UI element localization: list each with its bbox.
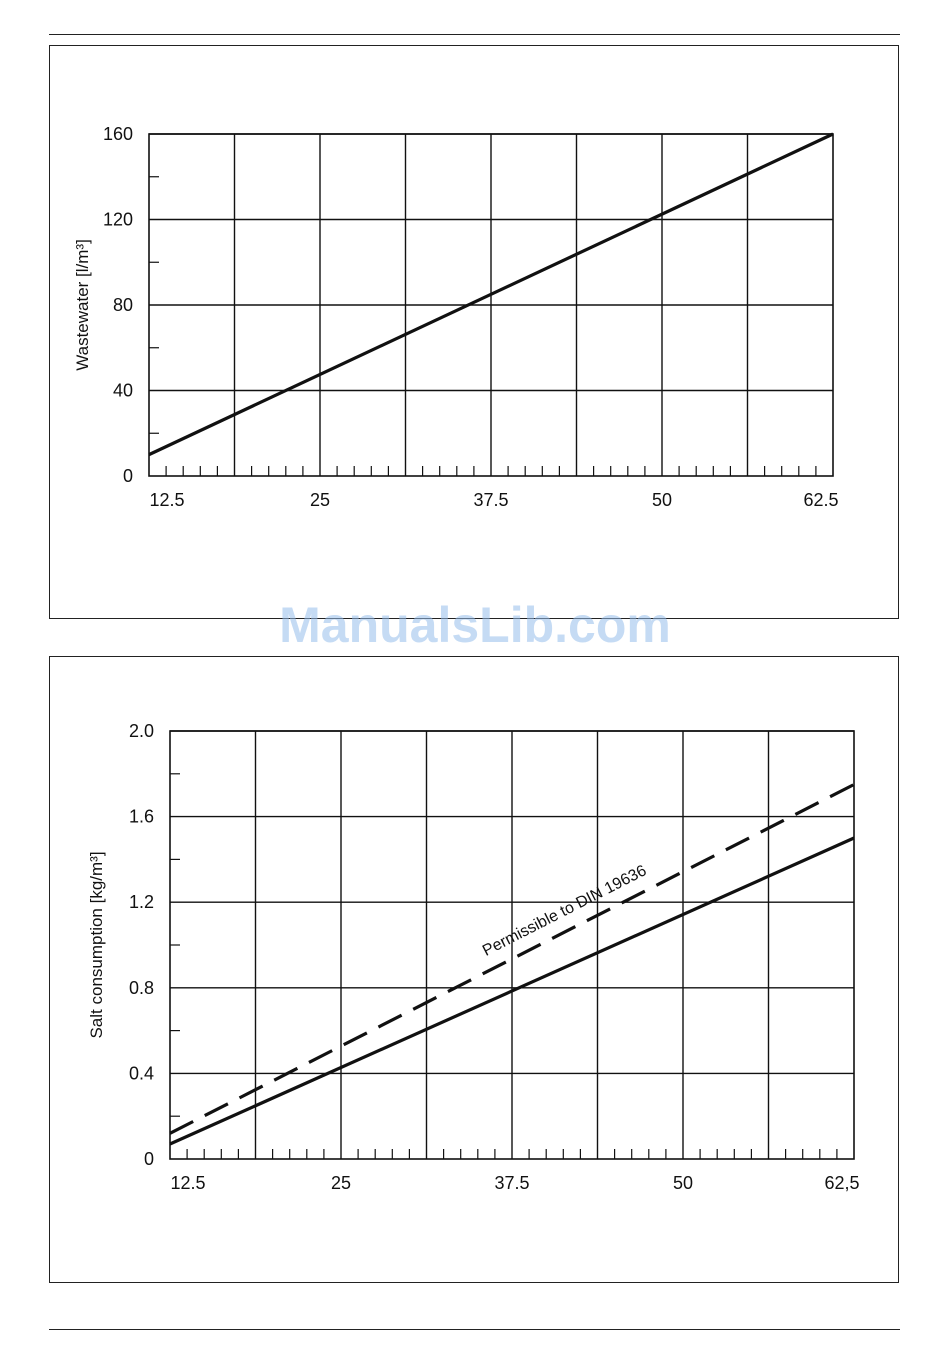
wastewater-chart: 0 40 80 120 160 12.5 25 37.5 50 62.5 Wastewater [l… xyxy=(73,124,839,510)
x-tick-label: 37.5 xyxy=(494,1173,529,1193)
y-tick-label: 1.2 xyxy=(129,892,154,912)
bottom-rule xyxy=(49,1329,900,1330)
top-rule xyxy=(49,34,900,35)
salt-consumption-chart: 0 0.4 0.8 1.2 1.6 2.0 12.5 25 37.5 50 62,5 Salt con… xyxy=(87,721,860,1193)
x-tick-label: 62.5 xyxy=(803,490,838,510)
x-tick-label: 12.5 xyxy=(149,490,184,510)
x-tick-label: 50 xyxy=(652,490,672,510)
x-tick-label: 62,5 xyxy=(824,1173,859,1193)
y-tick-label: 0.8 xyxy=(129,978,154,998)
y-tick-label: 1.6 xyxy=(129,807,154,827)
y-tick-label: 0 xyxy=(144,1149,154,1169)
y-axis-label: Salt consumption [kg/m³] xyxy=(87,851,106,1038)
y-tick-label: 80 xyxy=(113,295,133,315)
y-tick-label: 160 xyxy=(103,124,133,144)
series-line-solid xyxy=(169,836,855,1146)
y-tick-label: 40 xyxy=(113,381,133,401)
chart-panel-salt: 0 0.4 0.8 1.2 1.6 2.0 12.5 25 37.5 50 62,5 Salt con… xyxy=(49,656,899,1283)
series-line-dashed xyxy=(169,783,855,1135)
y-tick-label: 0 xyxy=(123,466,133,486)
y-tick-label: 2.0 xyxy=(129,721,154,741)
y-tick-label: 0.4 xyxy=(129,1063,154,1083)
x-tick-label: 50 xyxy=(673,1173,693,1193)
y-axis-label: Wastewater [l/m³] xyxy=(73,239,92,371)
x-tick-label: 37.5 xyxy=(473,490,508,510)
x-tick-label: 25 xyxy=(331,1173,351,1193)
y-tick-label: 120 xyxy=(103,210,133,230)
series-line-solid xyxy=(148,132,834,457)
plot-frame xyxy=(148,133,834,477)
chart-panel-wastewater: 0 40 80 120 160 12.5 25 37.5 50 62.5 Wastewater [l… xyxy=(49,45,899,619)
watermark: ManualsLib.com xyxy=(279,597,671,653)
series-annotation: Permissible to DIN 19636 xyxy=(480,862,649,960)
x-tick-label: 25 xyxy=(310,490,330,510)
x-tick-label: 12.5 xyxy=(170,1173,205,1193)
